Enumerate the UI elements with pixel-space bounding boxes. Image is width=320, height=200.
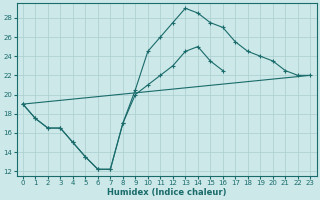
X-axis label: Humidex (Indice chaleur): Humidex (Indice chaleur) xyxy=(107,188,226,197)
